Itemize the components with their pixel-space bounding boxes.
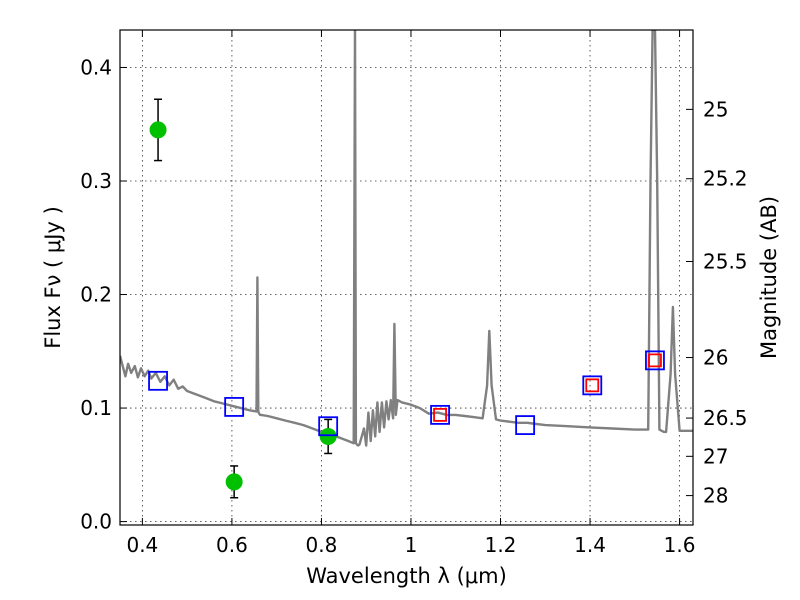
right-tick-label: 28	[703, 484, 728, 508]
x-tick-label: 0.4	[126, 533, 158, 557]
observed-point	[149, 121, 167, 139]
y-tick-label: 0.2	[80, 283, 112, 307]
red-square-marker	[648, 353, 662, 368]
observed-point	[319, 427, 337, 445]
x-tick-label: 1.4	[574, 533, 606, 557]
plot-frame	[119, 29, 694, 526]
y-tick-label: 0.3	[80, 169, 112, 193]
right-tick-label: 26.5	[703, 406, 748, 430]
right-tick-label: 25	[703, 97, 728, 121]
x-axis-title: Wavelength λ (μm)	[306, 564, 507, 588]
y-tick-label: 0.1	[80, 396, 112, 420]
x-tick-label: 0.8	[306, 533, 338, 557]
blue-square-marker	[148, 370, 168, 391]
grid	[120, 30, 693, 525]
red-square-marker	[433, 407, 447, 422]
right-tick-label: 26	[703, 346, 728, 370]
y-tick-label: 0.4	[80, 55, 112, 79]
axis-ticks: 0.4 0.6 0.8 1 1.2 1.4 1.6 0.0 0.1 0.2 0.3 0.4 25 25.2…	[80, 30, 748, 557]
y-tick-label: 0.0	[80, 510, 112, 534]
blue-square-marker	[224, 397, 245, 417]
blue-square-marker	[515, 415, 536, 435]
right-tick-label: 25.2	[703, 167, 748, 191]
blue-square-marker	[582, 375, 603, 396]
right-axis-title: Magnitude (AB)	[757, 196, 781, 359]
blue-square-marker	[430, 404, 450, 425]
x-tick-label: 1.2	[485, 533, 517, 557]
blue-square-marker	[318, 416, 339, 437]
x-tick-label: 1	[405, 533, 418, 557]
blue-square-marker	[645, 350, 665, 371]
right-tick-label: 25.5	[703, 249, 748, 273]
x-tick-label: 1.6	[664, 533, 696, 557]
right-tick-label: 27	[703, 444, 728, 468]
x-tick-label: 0.6	[216, 533, 248, 557]
spectrum-line	[120, 30, 693, 447]
photometry-markers	[148, 98, 665, 499]
model-spectrum	[120, 30, 693, 447]
observed-point	[225, 473, 243, 491]
red-square-marker	[585, 378, 600, 393]
y-axis-title: Flux Fν ( μJy )	[41, 206, 65, 349]
